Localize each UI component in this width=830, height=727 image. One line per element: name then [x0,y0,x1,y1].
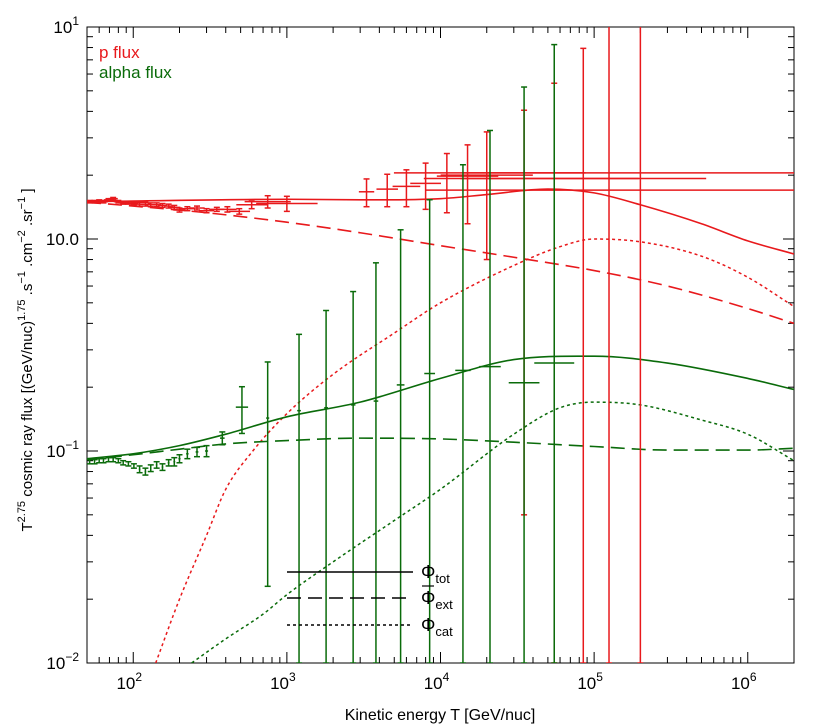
y-label-mid: cosmic ray flux [(GeV/nuc) [19,321,36,501]
major-ticks [87,26,794,664]
y-label-sr: .sr [19,209,36,230]
points-layer [87,27,794,663]
legend-entry-cat: Φcat [421,615,453,639]
data-point-proton [376,173,398,208]
x-tick-label: 105 [577,670,603,693]
data-point-alpha [219,431,226,446]
data-point-alpha [235,385,249,435]
legend-label-alpha: alpha flux [99,63,172,82]
data-point-alpha [115,457,122,464]
data-point-alpha [136,465,143,474]
y-label-cm: .cm [19,243,36,271]
x-tick-label: 104 [424,670,450,693]
data-point-alpha [165,458,172,467]
data-point-proton [358,178,375,208]
data-point-alpha [110,456,117,463]
legend-entry-ext: Φext [421,588,453,612]
data-point-alpha [184,448,191,460]
data-point-alpha [479,129,501,663]
data-point-alpha [171,456,178,467]
data-point-alpha [264,361,271,588]
x-tick-labels: 102 103 104 105 106 [116,670,756,693]
data-point-proton [440,131,533,261]
y-tick-label: 101 [53,14,79,37]
data-point-alpha [100,457,107,464]
y-tick-label: 10−1 [46,438,79,461]
data-point-alpha [350,290,357,663]
linestyle-legend: Φtot Φext Φcat [287,562,453,639]
data-point-alpha [130,463,137,469]
legend-label-proton: p flux [99,43,140,62]
y-label-t: T [19,522,36,531]
x-tick-label: 103 [270,670,296,693]
series-proton-tot [87,188,794,255]
data-point-proton [393,27,794,663]
data-point-proton [425,27,794,663]
data-point-alpha [508,86,540,663]
data-point-proton [198,207,215,214]
data-point-alpha [159,463,166,472]
minor-ticks [86,27,795,663]
x-axis-label: Kinetic energy T [GeV/nuc] [345,707,536,724]
data-point-proton [460,47,707,663]
y-label-exp5: −1 [16,197,28,210]
y-axis-label: T2.75 cosmic ray flux [(GeV/nuc)1.75 .s−… [16,188,36,531]
data-point-proton [244,194,291,209]
data-point-alpha [125,460,132,467]
data-point-proton [140,201,151,207]
data-point-alpha [193,446,200,458]
x-tick-label: 102 [116,670,142,693]
data-point-alpha [396,229,405,663]
data-point-proton [436,144,499,225]
data-point-alpha [534,43,575,663]
data-point-alpha [176,454,183,464]
y-label-exp2: 1.75 [16,299,28,320]
data-point-alpha [142,467,149,476]
y-tick-label: 10.0 [46,230,79,249]
y-label-exp3: −1 [16,271,28,284]
series-alpha-ext [87,437,794,461]
data-point-proton [228,207,251,215]
data-point-alpha [203,444,210,458]
plot-area [86,26,795,664]
data-point-alpha [120,459,127,466]
data-point-alpha [91,458,98,465]
series-layer [87,188,794,663]
x-tick-label: 106 [731,670,757,693]
y-label-close: ] [19,188,36,196]
y-tick-labels: 10−2 10−1 10.0 101 [46,14,79,673]
y-label-exp4: −2 [16,230,28,243]
data-point-alpha [323,309,330,663]
data-point-proton [256,195,318,213]
data-point-alpha [372,262,379,663]
legend-entry-tot: Φtot [421,562,450,586]
y-label-exp1: 2.75 [16,501,28,522]
series-alpha-cat [191,401,794,663]
data-point-alpha [455,163,471,663]
data-point-alpha [296,333,303,663]
data-point-proton [410,162,441,211]
series-proton-ext [87,201,794,325]
data-point-alpha [153,460,160,469]
data-point-alpha [147,464,154,473]
series-alpha-tot [87,355,794,460]
y-tick-label: 10−2 [46,650,79,673]
y-label-s: .s [19,284,36,300]
data-point-proton [108,196,118,201]
data-point-proton [392,169,421,208]
